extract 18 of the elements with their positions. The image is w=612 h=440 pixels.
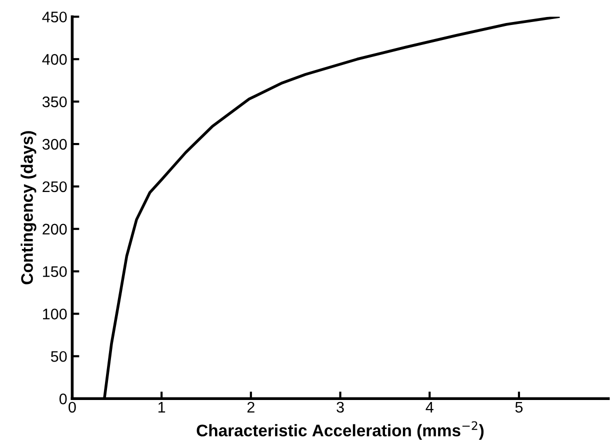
y-tick-label: 250	[42, 181, 67, 192]
y-tick-label: 400	[42, 54, 67, 65]
y-tick-label: 150	[43, 266, 67, 278]
y-tick-label: 350	[42, 96, 67, 108]
x-tick-label: 5	[515, 402, 523, 413]
x-tick-label: 4	[426, 402, 434, 412]
y-tick-label: 100	[43, 308, 67, 320]
x-tick-label: 2	[247, 402, 254, 412]
x-tick-label: 1	[158, 402, 166, 412]
y-axis-title: Contingency (days)	[20, 131, 36, 284]
y-tick-label: 0	[59, 394, 67, 404]
x-axis-title: Characteristic Acceleration (mms$^{−2}$)	[196, 421, 484, 440]
x-tick-label: 3	[336, 402, 344, 413]
y-tick-label: 450	[42, 12, 67, 22]
y-tick-label: 300	[42, 138, 67, 150]
y-tick-label: 50	[50, 351, 67, 362]
y-tick-label: 200	[42, 224, 67, 235]
x-tick-label: 0	[68, 402, 76, 413]
